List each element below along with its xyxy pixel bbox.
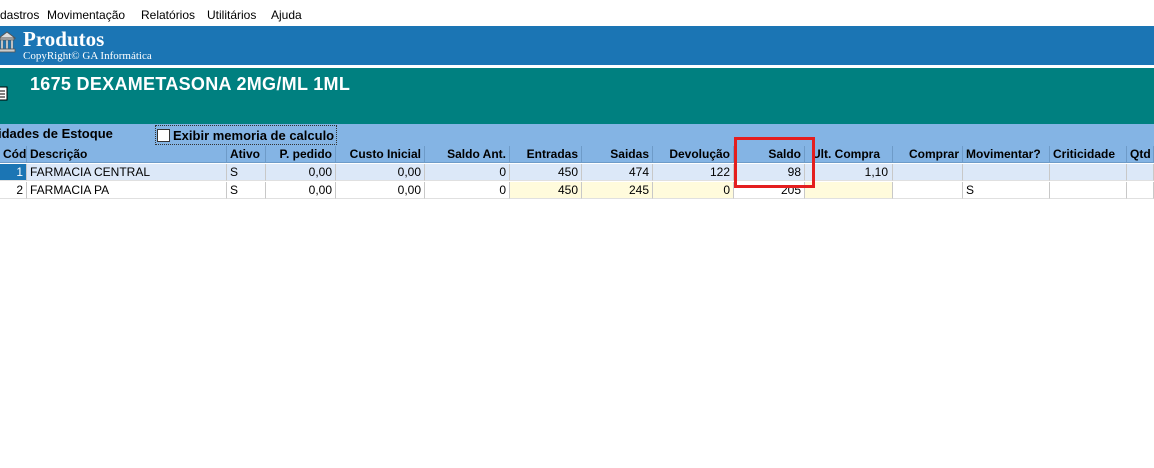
menu-ajuda[interactable]: Ajuda: [271, 8, 302, 22]
menu-cadastros[interactable]: dastros: [0, 8, 40, 22]
menu-movimentacao[interactable]: Movimentação: [47, 8, 126, 22]
cell-ult-compra[interactable]: 1,10: [805, 164, 893, 181]
col-header-ult-compra[interactable]: Ult. Compra: [805, 146, 893, 163]
cell-qtd[interactable]: [1127, 182, 1154, 199]
cell-devolucao[interactable]: 0: [653, 182, 734, 199]
cell-p-pedido[interactable]: 0,00: [266, 182, 336, 199]
table-row[interactable]: 2 FARMACIA PA S 0,00 0,00 0 450 245 0 20…: [0, 182, 1154, 200]
col-header-entradas[interactable]: Entradas: [510, 146, 582, 163]
checkbox-box[interactable]: [157, 128, 170, 142]
cell-entradas[interactable]: 450: [510, 164, 582, 181]
cell-saidas[interactable]: 474: [582, 164, 653, 181]
cell-devolucao[interactable]: 122: [653, 164, 734, 181]
cell-criticidade[interactable]: [1050, 164, 1127, 181]
product-bar: 1675 DEXAMETASONA 2MG/ML 1ML: [0, 68, 1154, 124]
cell-descricao[interactable]: FARMACIA CENTRAL: [27, 164, 227, 181]
cell-ult-compra[interactable]: [805, 182, 893, 199]
bank-icon: [0, 30, 17, 59]
cell-ativo[interactable]: S: [227, 164, 266, 181]
col-header-ativo[interactable]: Ativo: [227, 146, 266, 163]
menu-bar: dastros Movimentação Relatórios Utilitár…: [0, 0, 1154, 26]
grid-header-row: Cód Descrição Ativo P. pedido Custo Inic…: [0, 146, 1154, 164]
col-header-devolucao[interactable]: Devolução: [653, 146, 734, 163]
table-row[interactable]: 1 FARMACIA CENTRAL S 0,00 0,00 0 450 474…: [0, 164, 1154, 182]
col-header-saldo[interactable]: Saldo: [734, 146, 805, 163]
cell-saldo-ant[interactable]: 0: [425, 164, 510, 181]
cell-movimentar[interactable]: S: [963, 182, 1050, 199]
page-title: Produtos: [23, 27, 105, 51]
col-header-comprar[interactable]: Comprar: [893, 146, 963, 163]
cell-saldo-ant[interactable]: 0: [425, 182, 510, 199]
col-header-criticidade[interactable]: Criticidade: [1050, 146, 1127, 163]
tab-bar: idades de Estoque Exibir memoria de calc…: [0, 124, 1154, 146]
copyright-text: CopyRight© GA Informática: [23, 50, 152, 62]
cell-saidas[interactable]: 245: [582, 182, 653, 199]
col-header-p-pedido[interactable]: P. pedido: [266, 146, 336, 163]
cell-cod[interactable]: 1: [0, 164, 27, 181]
col-header-cod[interactable]: Cód: [0, 146, 27, 163]
col-header-saidas[interactable]: Saidas: [582, 146, 653, 163]
product-name: 1675 DEXAMETASONA 2MG/ML 1ML: [30, 74, 351, 94]
cell-saldo[interactable]: 98: [734, 164, 805, 181]
cell-criticidade[interactable]: [1050, 182, 1127, 199]
col-header-descricao[interactable]: Descrição: [27, 146, 227, 163]
col-header-movimentar[interactable]: Movimentar?: [963, 146, 1050, 163]
title-bar: Produtos CopyRight© GA Informática: [0, 26, 1154, 65]
document-icon: [0, 86, 9, 107]
col-header-custo-inicial[interactable]: Custo Inicial: [336, 146, 425, 163]
cell-custo-inicial[interactable]: 0,00: [336, 182, 425, 199]
memoria-calculo-checkbox[interactable]: Exibir memoria de calculo: [155, 125, 338, 145]
cell-cod[interactable]: 2: [0, 182, 27, 199]
col-header-qtd[interactable]: Qtd: [1127, 146, 1154, 163]
cell-descricao[interactable]: FARMACIA PA: [27, 182, 227, 199]
menu-relatorios[interactable]: Relatórios: [141, 8, 196, 22]
cell-ativo[interactable]: S: [227, 182, 266, 199]
saldo-highlight-box: [734, 137, 815, 188]
checkbox-label: Exibir memoria de calculo: [173, 127, 335, 143]
divider: [0, 65, 1154, 68]
cell-p-pedido[interactable]: 0,00: [266, 164, 336, 181]
cell-qtd[interactable]: [1127, 164, 1154, 181]
tab-unidades-estoque[interactable]: idades de Estoque: [0, 126, 113, 141]
menu-utilitarios[interactable]: Utilitários: [207, 8, 257, 22]
cell-custo-inicial[interactable]: 0,00: [336, 164, 425, 181]
cell-entradas[interactable]: 450: [510, 182, 582, 199]
cell-comprar[interactable]: [893, 164, 963, 181]
cell-comprar[interactable]: [893, 182, 963, 199]
col-header-saldo-ant[interactable]: Saldo Ant.: [425, 146, 510, 163]
cell-movimentar[interactable]: [963, 164, 1050, 181]
